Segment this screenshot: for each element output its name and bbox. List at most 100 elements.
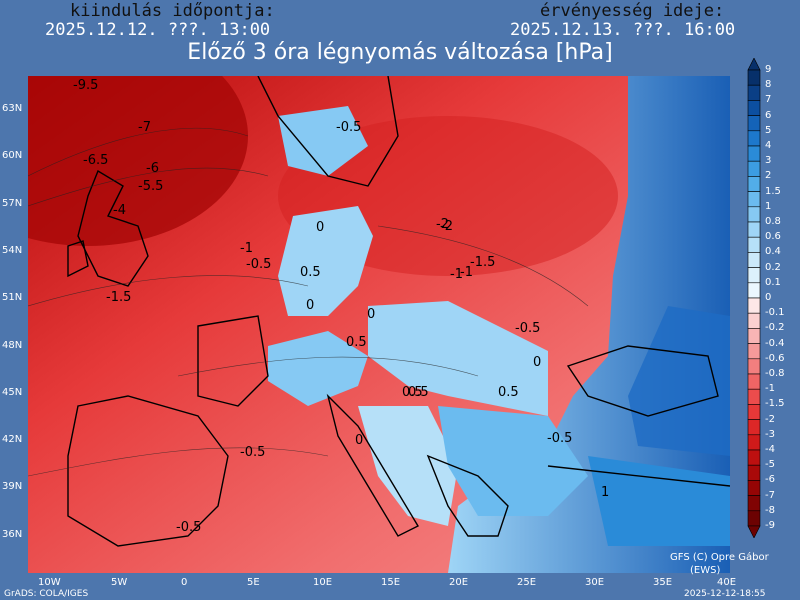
colorbar-label: 0 [765, 292, 772, 303]
lon-label: 5E [247, 577, 260, 588]
colorbar-swatch [747, 221, 761, 238]
credit-line-2: (EWS) [690, 565, 721, 576]
positive-change-norway [278, 106, 368, 176]
colorbar-label: 0.2 [765, 261, 781, 273]
contour-label: -9.5 [73, 78, 98, 93]
colorbar-swatch [747, 160, 761, 177]
contour-label: 0 [306, 298, 314, 313]
colorbar-label: 1.5 [765, 185, 781, 197]
colorbar-swatch [747, 100, 761, 116]
positive-change-east [448, 76, 730, 573]
colorbar-label: 0.8 [765, 216, 781, 227]
colorbar-label: -9 [765, 520, 775, 531]
coastline-italy [326, 393, 419, 537]
colorbar-swatch [747, 191, 761, 208]
coastline-anatolia [547, 465, 730, 487]
colorbar-swatch [747, 84, 761, 101]
positive-change-alps [268, 331, 368, 406]
colorbar-swatch [747, 510, 761, 527]
colorbar-label: 5 [765, 124, 772, 136]
credit-line: GFS (C) Opre Gábor [670, 552, 769, 563]
colorbar-label: 2 [765, 170, 772, 182]
colorbar-label: -2 [765, 413, 775, 425]
contour-label: -6 [146, 161, 159, 176]
contour-label: -5.5 [138, 179, 163, 194]
positive-change-turkey [588, 456, 730, 546]
contour-label: -1.5 [106, 290, 131, 305]
footer-software: GrADS: COLA/IGES [4, 589, 89, 599]
lon-label: 40E [717, 577, 737, 588]
positive-change-germany [278, 206, 373, 316]
colorbar-min-arrow [747, 525, 761, 538]
positive-change-black-sea [628, 306, 730, 456]
lon-label: 30E [585, 577, 605, 588]
colorbar-swatch [747, 464, 761, 481]
lat-label: 51N [2, 292, 23, 303]
colorbar-label: -0.2 [765, 322, 785, 334]
colorbar-label: -0.1 [765, 307, 785, 319]
colorbar-label: -5 [765, 459, 775, 471]
contour-label: 1 [601, 485, 609, 500]
colorbar-swatch [747, 282, 761, 299]
contour-label: -1.5 [470, 255, 495, 270]
colorbar-label: -8 [765, 504, 775, 516]
contour-label: 0.5 [346, 335, 367, 350]
lat-label: 54N [2, 245, 23, 256]
footer-timestamp: 2025-12-12-18:55 [684, 589, 766, 599]
colorbar-label: -0.6 [765, 352, 785, 364]
coastline-scandinavia [257, 76, 399, 187]
colorbar-swatch [747, 480, 761, 496]
colorbar-label: 3 [765, 155, 772, 167]
colorbar-label: 0.4 [765, 246, 781, 258]
colorbar-swatch [747, 312, 761, 329]
colorbar-label: 4 [765, 140, 772, 151]
contour-label: 0.5 [300, 265, 321, 280]
colorbar-label: -1.5 [765, 398, 785, 410]
contour-label: -0.5 [547, 431, 572, 446]
contour-label: 0 [533, 355, 541, 370]
contour-label: -2 [440, 219, 453, 234]
colorbar-label: 8 [765, 79, 772, 91]
colorbar-swatch [747, 69, 761, 86]
lat-label: 57N [2, 198, 23, 209]
lat-label: 63N [2, 103, 23, 114]
colorbar-swatch [747, 434, 761, 451]
lat-label: 39N [2, 481, 23, 492]
colorbar-label: 6 [765, 109, 772, 121]
contour-label: -2 [436, 217, 449, 232]
init-time-label: kiindulás időpontja: [70, 1, 275, 21]
colorbar-swatch [747, 252, 761, 268]
colorbar-swatch [747, 328, 761, 344]
contour-label: -0.5 [515, 321, 540, 336]
lon-label: 20E [449, 577, 469, 588]
colorbar-swatch [747, 236, 761, 253]
colorbar-label: 0.1 [765, 276, 781, 288]
colorbar-swatch [747, 419, 761, 436]
contour-label: -4 [113, 203, 126, 218]
colorbar-swatch [747, 404, 761, 420]
contour-label: 0.5 [498, 385, 519, 400]
colorbar-swatch [747, 267, 761, 284]
coastline-france [197, 315, 269, 407]
colorbar-swatch [747, 388, 761, 405]
lon-label: 35E [653, 577, 673, 588]
lon-label: 15E [381, 577, 401, 588]
colorbar-label: -0.8 [765, 368, 785, 379]
coastlines [67, 76, 730, 547]
positive-change-adriatic [358, 406, 458, 526]
colorbar-swatch [747, 297, 761, 314]
lon-label: 25E [517, 577, 537, 588]
coastline-ireland [67, 240, 89, 278]
colorbar-swatch [747, 130, 761, 147]
colorbar-label: -7 [765, 489, 775, 501]
colorbar-label: 1 [765, 200, 772, 212]
coastline-britain [77, 169, 149, 287]
colorbar-swatch [747, 343, 761, 360]
lon-label: 5W [111, 577, 128, 588]
colorbar-label: 9 [765, 64, 772, 75]
colorbar-swatch [747, 449, 761, 466]
colorbar-label: -4 [765, 444, 775, 455]
map-title: Előző 3 óra légnyomás változása [hPa] [187, 40, 613, 65]
positive-change-pannonia [368, 301, 548, 416]
colorbar-label: 7 [765, 94, 772, 106]
